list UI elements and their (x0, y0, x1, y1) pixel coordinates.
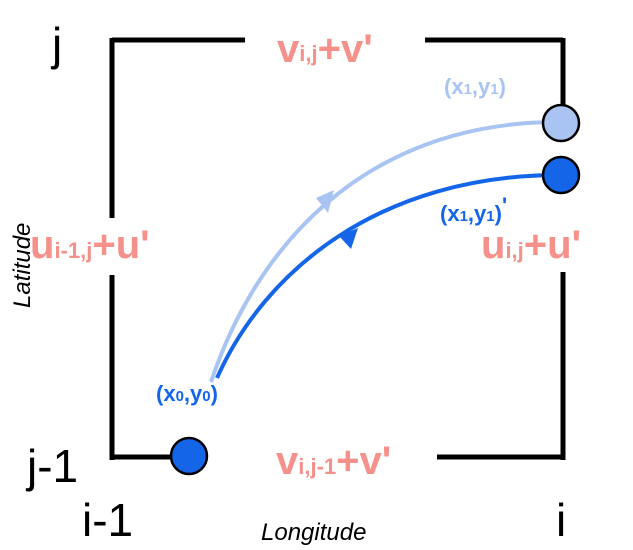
label-j: j (50, 18, 62, 70)
grid-cell-box (109, 37, 566, 460)
end-point-dark-label: (x1,y1)' (440, 193, 507, 226)
label-j-minus-1: j-1 (25, 440, 78, 492)
velocity-bottom-label: vi,j-1+v' (276, 439, 391, 483)
label-i: i (556, 494, 566, 546)
end-point-light-label: (x1,y1) (444, 74, 506, 99)
end-point-dark-marker (541, 155, 581, 195)
velocity-left-label: ui-1,j+u' (30, 223, 150, 267)
y-axis-label: Latitude (9, 223, 36, 308)
velocity-right-label: ui,j+u' (481, 223, 581, 267)
start-point-marker (169, 436, 209, 476)
end-point-light-marker (541, 103, 581, 143)
label-i-minus-1: i-1 (82, 494, 133, 546)
light-trajectory-arrowhead (316, 190, 334, 213)
dark-trajectory-arrowhead (339, 228, 358, 249)
velocity-top-label: vi,j+v' (277, 27, 373, 71)
dark-trajectory-curve (215, 173, 561, 379)
x-axis-label: Longitude (261, 519, 366, 546)
start-point-label: (x0,y0) (156, 381, 218, 406)
